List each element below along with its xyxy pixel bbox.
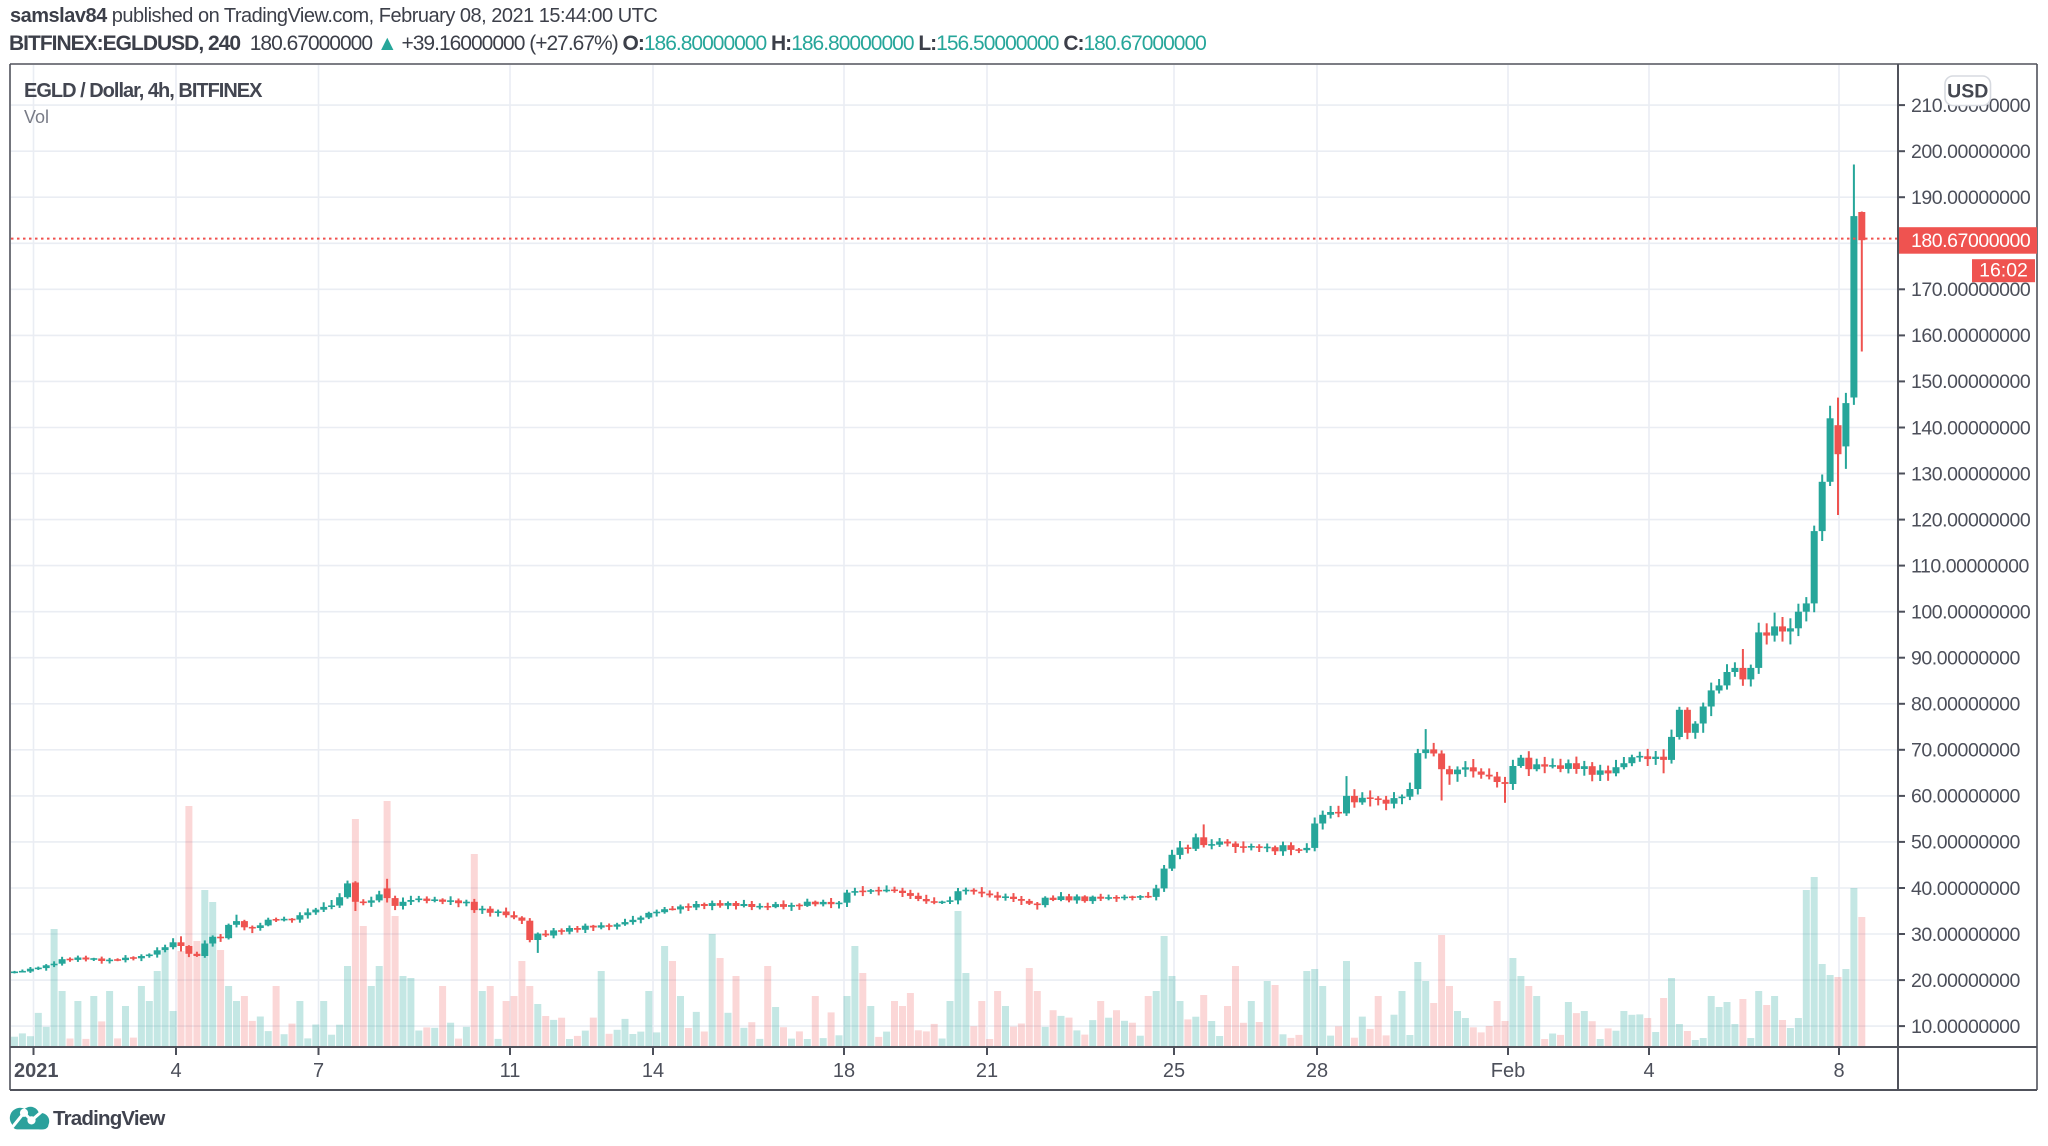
svg-text:USD: USD: [1947, 81, 1988, 103]
svg-text:21: 21: [976, 1060, 998, 1082]
svg-text:Feb: Feb: [1491, 1060, 1525, 1082]
svg-text:28: 28: [1306, 1060, 1328, 1082]
svg-text:25: 25: [1163, 1060, 1185, 1082]
svg-text:40.00000000: 40.00000000: [1911, 878, 2021, 900]
svg-text:90.00000000: 90.00000000: [1911, 648, 2021, 670]
svg-text:20.00000000: 20.00000000: [1911, 970, 2021, 992]
svg-text:80.00000000: 80.00000000: [1911, 694, 2021, 716]
svg-text:4: 4: [1643, 1060, 1654, 1082]
svg-text:60.00000000: 60.00000000: [1911, 786, 2021, 808]
svg-text:7: 7: [313, 1060, 324, 1082]
svg-text:200.00000000: 200.00000000: [1911, 141, 2031, 163]
svg-text:170.00000000: 170.00000000: [1911, 279, 2031, 301]
svg-text:130.00000000: 130.00000000: [1911, 463, 2031, 485]
svg-text:140.00000000: 140.00000000: [1911, 417, 2031, 439]
svg-text:70.00000000: 70.00000000: [1911, 740, 2021, 762]
svg-text:120.00000000: 120.00000000: [1911, 509, 2031, 531]
svg-text:4: 4: [170, 1060, 181, 1082]
svg-text:8: 8: [1833, 1060, 1844, 1082]
svg-text:18: 18: [833, 1060, 855, 1082]
svg-text:EGLD / Dollar, 4h, BITFINEX: EGLD / Dollar, 4h, BITFINEX: [24, 80, 263, 102]
svg-text:30.00000000: 30.00000000: [1911, 924, 2021, 946]
svg-text:190.00000000: 190.00000000: [1911, 187, 2031, 209]
svg-text:Vol: Vol: [24, 107, 49, 127]
svg-text:100.00000000: 100.00000000: [1911, 602, 2031, 624]
svg-text:2021: 2021: [14, 1060, 59, 1082]
svg-text:16:02: 16:02: [1979, 260, 2028, 282]
svg-text:110.00000000: 110.00000000: [1911, 555, 2029, 577]
svg-text:14: 14: [642, 1060, 664, 1082]
svg-text:180.67000000: 180.67000000: [1911, 230, 2031, 252]
svg-text:50.00000000: 50.00000000: [1911, 832, 2021, 854]
svg-text:160.00000000: 160.00000000: [1911, 325, 2031, 347]
svg-text:10.00000000: 10.00000000: [1911, 1016, 2021, 1038]
svg-text:11: 11: [500, 1060, 521, 1082]
svg-text:150.00000000: 150.00000000: [1911, 371, 2031, 393]
svg-text:TradingView: TradingView: [53, 1107, 165, 1130]
